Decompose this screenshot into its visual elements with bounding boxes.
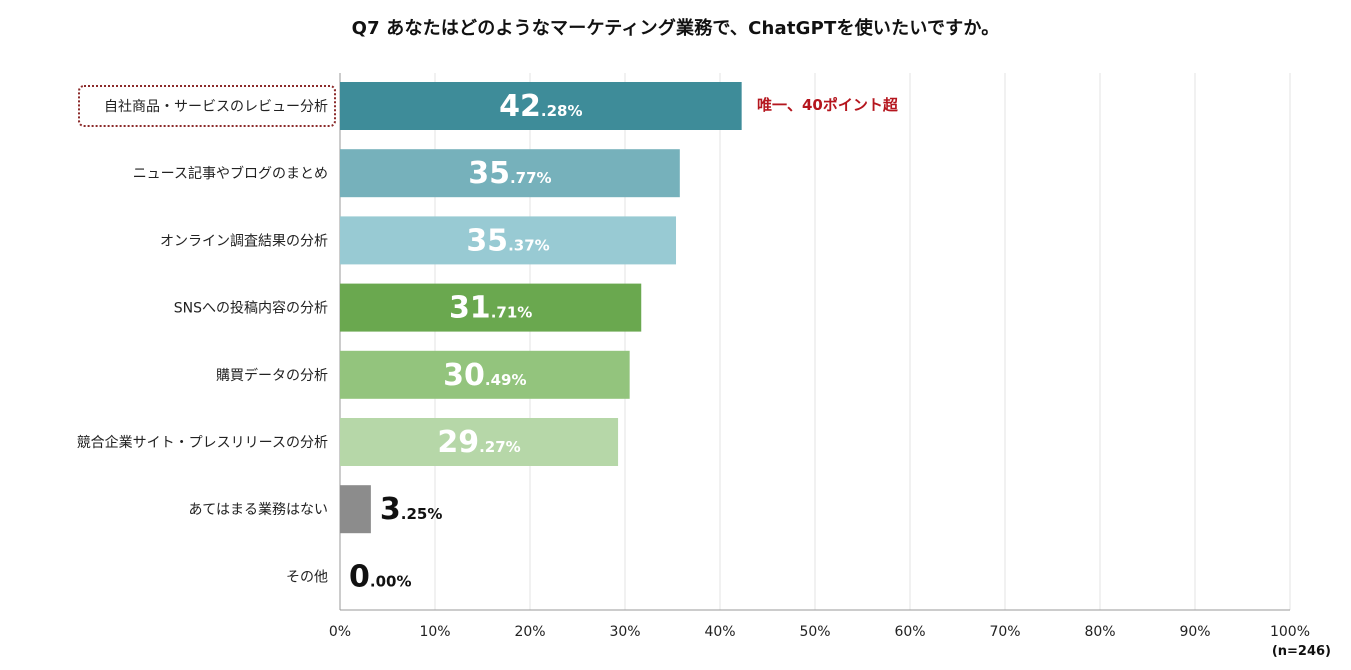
- x-axis-ticks: 0% 10% 20% 30% 40% 50% 60% 70% 80% 90% 100%: [329, 624, 1310, 640]
- category-label: ニュース記事やブログのまとめ: [133, 165, 328, 182]
- bar: [340, 418, 619, 466]
- category-label: 競合企業サイト・プレスリリースの分析: [77, 434, 328, 451]
- chart-title: Q7 あなたはどのようなマーケティング業務で、ChatGPTを使いたいですか。: [351, 18, 1000, 39]
- value-label: 42.28%: [499, 89, 582, 124]
- x-tick-label: 80%: [1084, 624, 1115, 640]
- highlight-box: [78, 85, 336, 127]
- x-tick-label: 70%: [989, 624, 1020, 640]
- bar: [340, 283, 642, 332]
- category-label: 購買データの分析: [216, 367, 328, 384]
- x-tick-label: 100%: [1270, 624, 1310, 640]
- bars: 42.28% 35.77% 35.37% 31.71% 30.49% 29.27% 3.25…: [340, 82, 742, 594]
- x-tick-label: 60%: [894, 624, 925, 640]
- bar: [340, 82, 742, 130]
- annotation-callout: 唯一、40ポイント超: [757, 96, 898, 114]
- category-label: SNSへの投稿内容の分析: [174, 300, 328, 317]
- x-tick-label: 20%: [514, 624, 545, 640]
- value-label: 31.71%: [449, 291, 532, 326]
- bar: [340, 350, 630, 399]
- value-label: 0.00%: [349, 559, 411, 594]
- x-tick-label: 30%: [609, 624, 640, 640]
- category-label: オンライン調査結果の分析: [160, 233, 328, 249]
- value-label: 35.77%: [468, 156, 551, 191]
- sample-size-note: (n=246): [1271, 644, 1331, 659]
- category-label: その他: [286, 569, 328, 585]
- bar: [340, 216, 677, 265]
- x-tick-label: 40%: [704, 624, 735, 640]
- bar: [340, 149, 680, 198]
- x-tick-label: 10%: [419, 624, 450, 640]
- x-tick-label: 0%: [329, 624, 351, 640]
- bar: [340, 485, 371, 534]
- category-label: 自社商品・サービスのレビュー分析: [104, 99, 328, 115]
- x-tick-label: 50%: [799, 624, 830, 640]
- value-label: 29.27%: [437, 425, 520, 460]
- value-label: 3.25%: [380, 492, 442, 527]
- value-label: 30.49%: [443, 358, 526, 393]
- value-label: 35.37%: [466, 223, 549, 258]
- category-labels: 自社商品・サービスのレビュー分析ニュース記事やブログのまとめオンライン調査結果の…: [77, 99, 328, 585]
- category-label: あてはまる業務はない: [189, 502, 328, 518]
- x-tick-label: 90%: [1179, 624, 1210, 640]
